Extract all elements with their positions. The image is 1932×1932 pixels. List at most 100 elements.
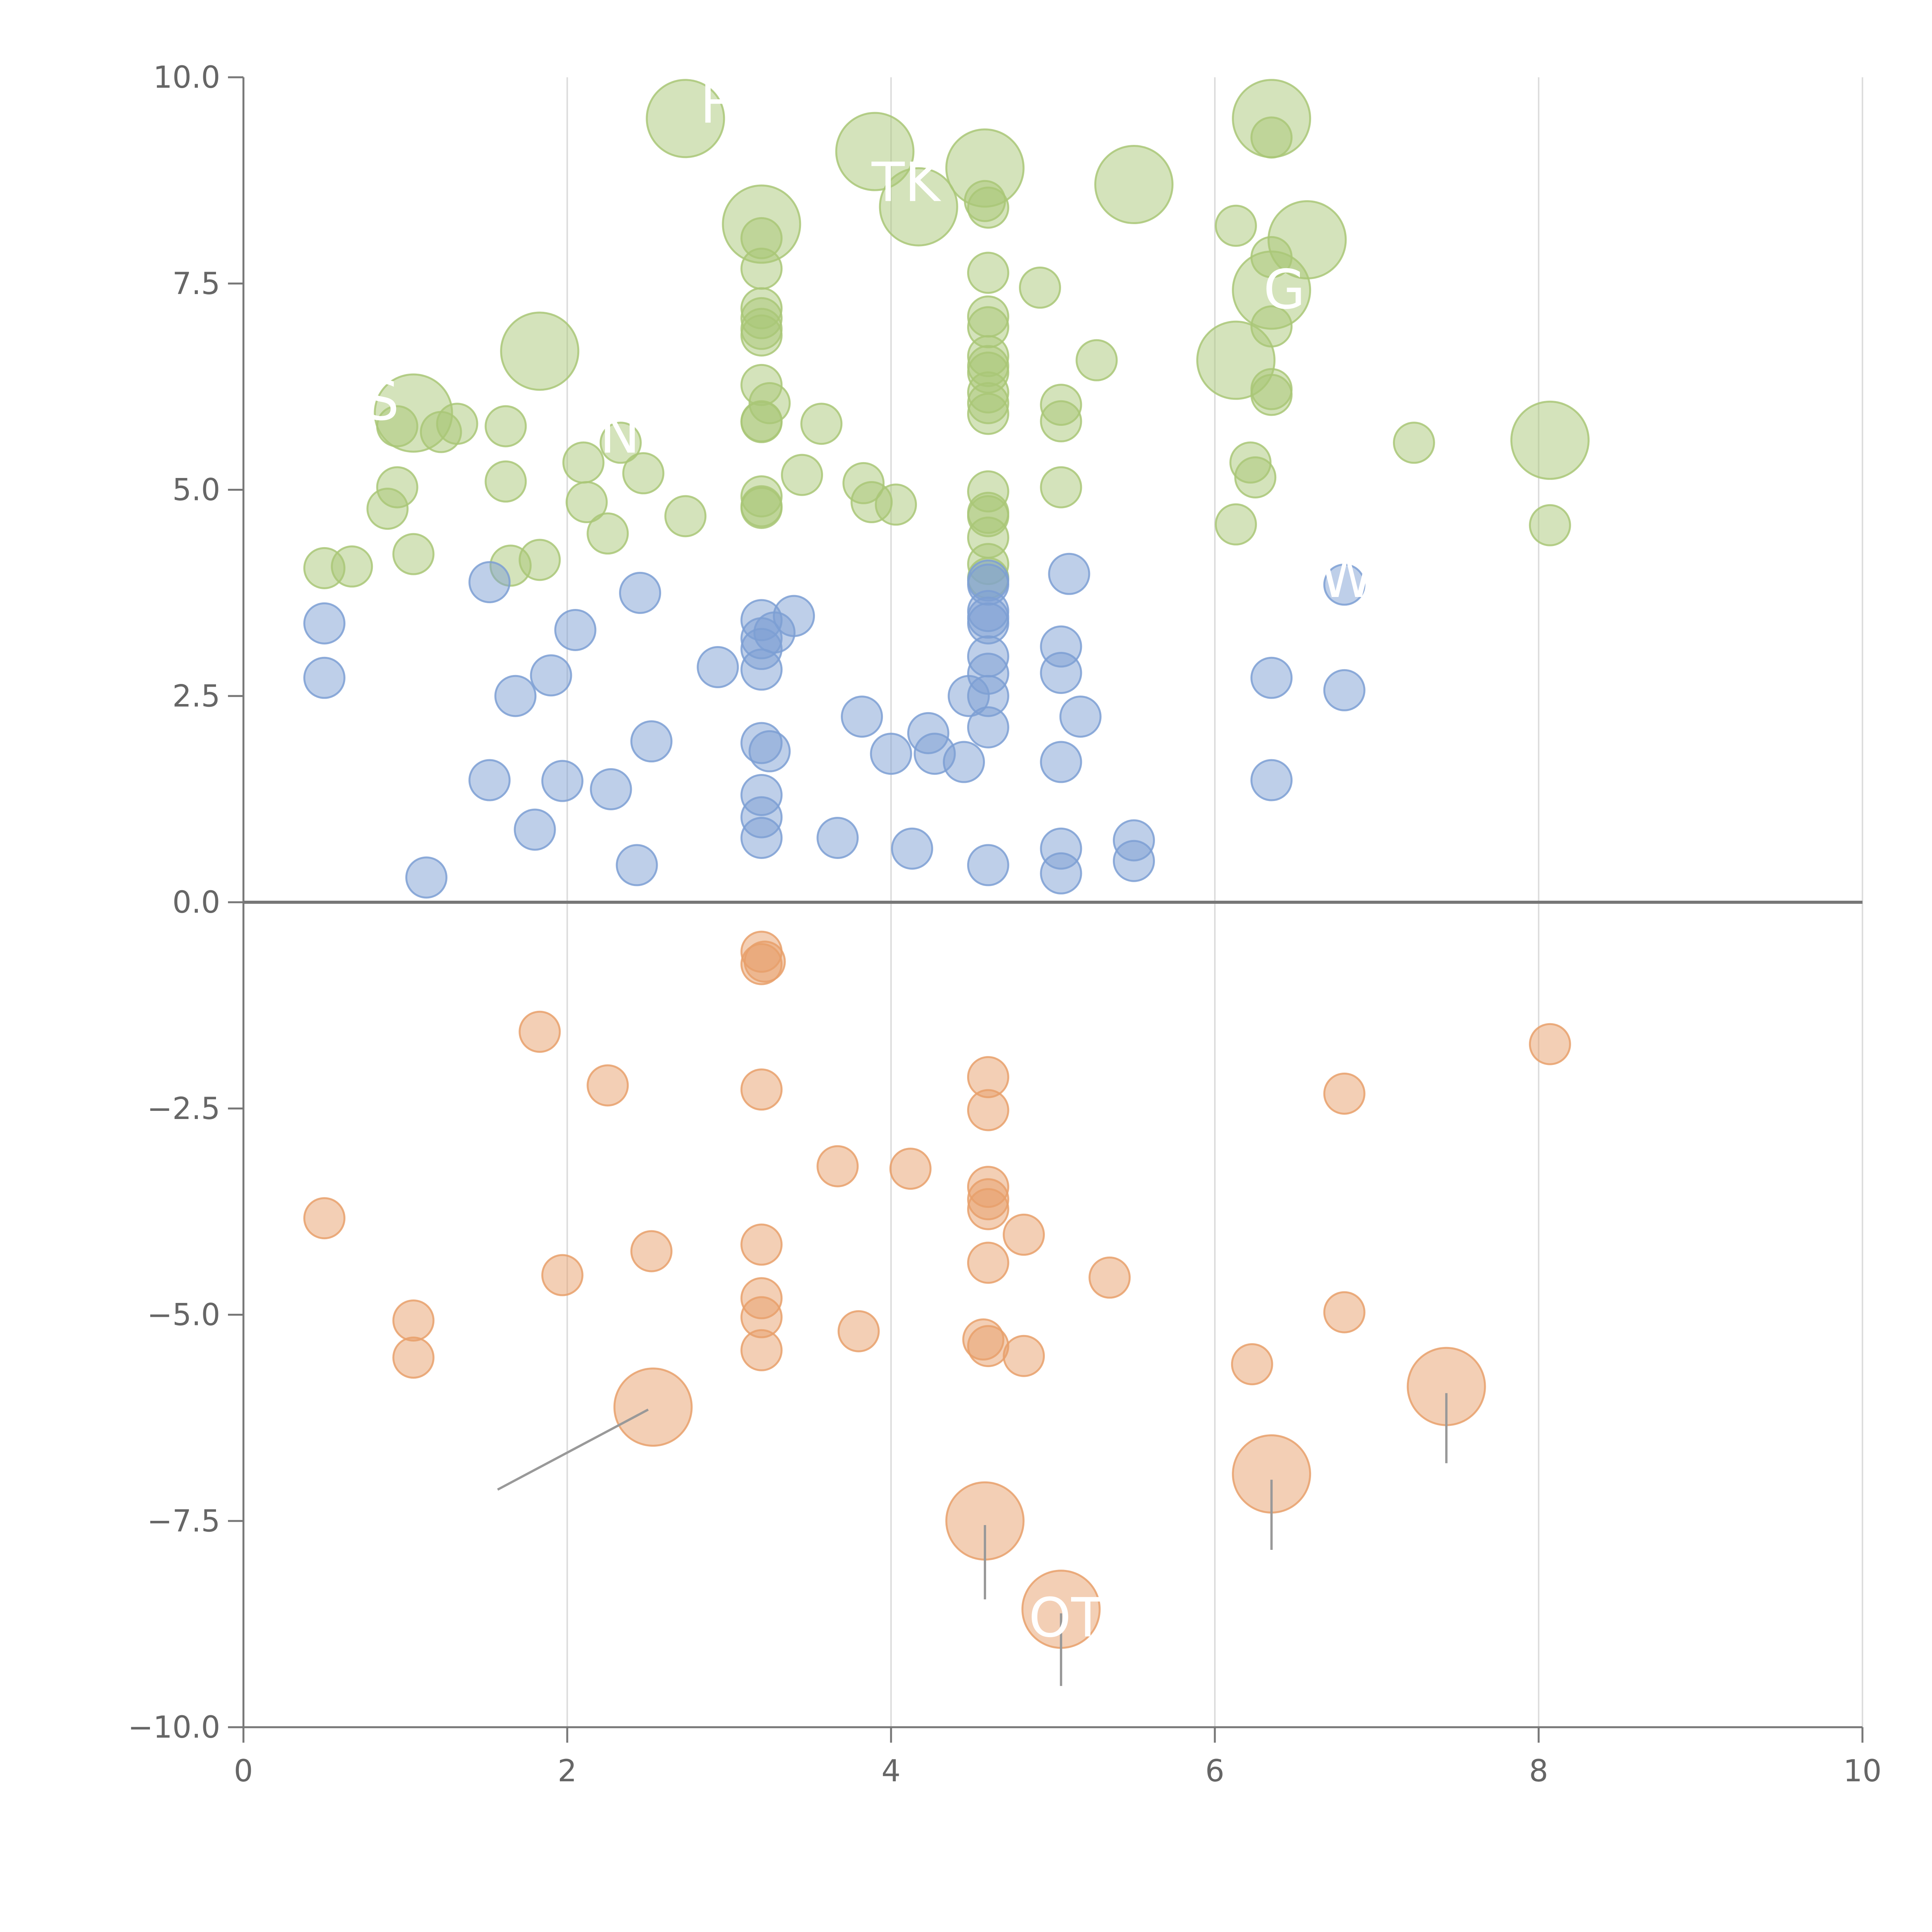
data-point: [740, 1068, 783, 1111]
data-point: [541, 760, 583, 802]
data-point: [967, 706, 1009, 748]
data-point: [331, 545, 373, 588]
annotation-label: S: [365, 370, 399, 433]
x-tick-label: 4: [881, 1754, 901, 1789]
axes: [242, 77, 1862, 1728]
data-point: [303, 602, 345, 645]
data-point: [1003, 1213, 1045, 1256]
data-point: [590, 768, 632, 811]
x-tick-label: 10: [1843, 1754, 1881, 1789]
data-point: [781, 454, 823, 496]
data-point: [889, 1148, 932, 1190]
y-tick-label: 10.0: [153, 60, 220, 95]
data-point: [967, 844, 1009, 886]
series-green: [303, 79, 1590, 599]
data-point: [967, 1089, 1009, 1131]
data-point: [1250, 374, 1293, 416]
data-point: [1250, 305, 1293, 348]
data-point: [1250, 656, 1293, 699]
data-point: [619, 571, 662, 614]
data-point: [1094, 145, 1173, 224]
data-point: [967, 1188, 1009, 1230]
data-point: [740, 1329, 783, 1371]
data-point: [835, 112, 915, 191]
x-tick-label: 8: [1529, 1754, 1548, 1789]
data-point: [622, 452, 665, 495]
data-point: [1323, 1291, 1366, 1333]
data-point: [565, 481, 608, 524]
data-point: [870, 733, 912, 775]
data-point: [748, 730, 791, 772]
data-point: [1040, 466, 1082, 509]
data-point: [967, 186, 1009, 229]
data-point: [1323, 563, 1366, 606]
data-point: [514, 808, 556, 851]
data-point: [1323, 669, 1366, 711]
data-point: [1059, 696, 1102, 738]
data-point: [1040, 852, 1082, 895]
y-tick-label: −10.0: [128, 1710, 220, 1745]
x-tick-label: 6: [1205, 1754, 1225, 1789]
data-point: [967, 252, 1009, 294]
annotation-labels: S F TK G WZ N OT: [365, 73, 1410, 1650]
data-point: [1075, 339, 1118, 381]
data-point: [468, 759, 511, 801]
data-point: [879, 167, 958, 247]
data-point: [740, 1223, 783, 1266]
data-point: [519, 539, 561, 581]
x-tick-label: 2: [558, 1754, 577, 1789]
data-point: [967, 393, 1009, 435]
data-point: [816, 1145, 859, 1187]
data-point: [376, 466, 418, 509]
data-point: [1214, 503, 1257, 546]
annotation-label: F: [700, 73, 731, 136]
data-point: [967, 1242, 1009, 1284]
data-point: [630, 1230, 673, 1272]
data-points: [303, 79, 1590, 1649]
data-point: [1088, 1256, 1131, 1299]
x-tick-label: 0: [234, 1754, 253, 1789]
data-point: [943, 741, 985, 783]
data-point: [303, 656, 345, 699]
data-point: [800, 403, 843, 445]
data-point: [1393, 422, 1435, 464]
data-point: [1250, 116, 1293, 159]
data-point: [1048, 553, 1090, 595]
data-point: [541, 1254, 583, 1296]
data-point: [587, 1064, 629, 1107]
data-point: [562, 441, 605, 484]
series-blue: [303, 553, 1366, 899]
data-point: [500, 311, 580, 391]
data-point: [1510, 400, 1590, 480]
data-point: [554, 609, 597, 651]
data-point: [613, 1367, 693, 1447]
data-point: [740, 314, 783, 357]
y-tick-label: −5.0: [147, 1298, 220, 1333]
data-point: [1040, 741, 1082, 783]
series-orange: [303, 930, 1571, 1649]
annotation-label: WZ: [1320, 547, 1410, 610]
annotation-label: N: [600, 403, 640, 466]
data-point: [485, 405, 527, 447]
data-point: [494, 675, 537, 717]
data-point: [841, 696, 883, 738]
data-point: [740, 816, 783, 859]
data-point: [697, 646, 739, 689]
annotation-label: G: [1264, 259, 1306, 321]
data-point: [1234, 456, 1277, 498]
data-point: [837, 1310, 880, 1352]
y-tick-label: 5.0: [172, 473, 220, 508]
data-point: [891, 827, 933, 870]
y-tick-label: 0.0: [172, 885, 220, 920]
data-point: [485, 460, 527, 503]
annotation-leaders: [497, 1393, 1448, 1686]
data-point: [664, 495, 707, 537]
y-tick-label: 7.5: [172, 267, 220, 301]
data-point: [468, 561, 511, 604]
data-point: [392, 533, 435, 575]
data-point: [740, 247, 783, 290]
data-point: [303, 1197, 345, 1240]
data-point: [1267, 200, 1347, 280]
data-point: [599, 422, 642, 464]
